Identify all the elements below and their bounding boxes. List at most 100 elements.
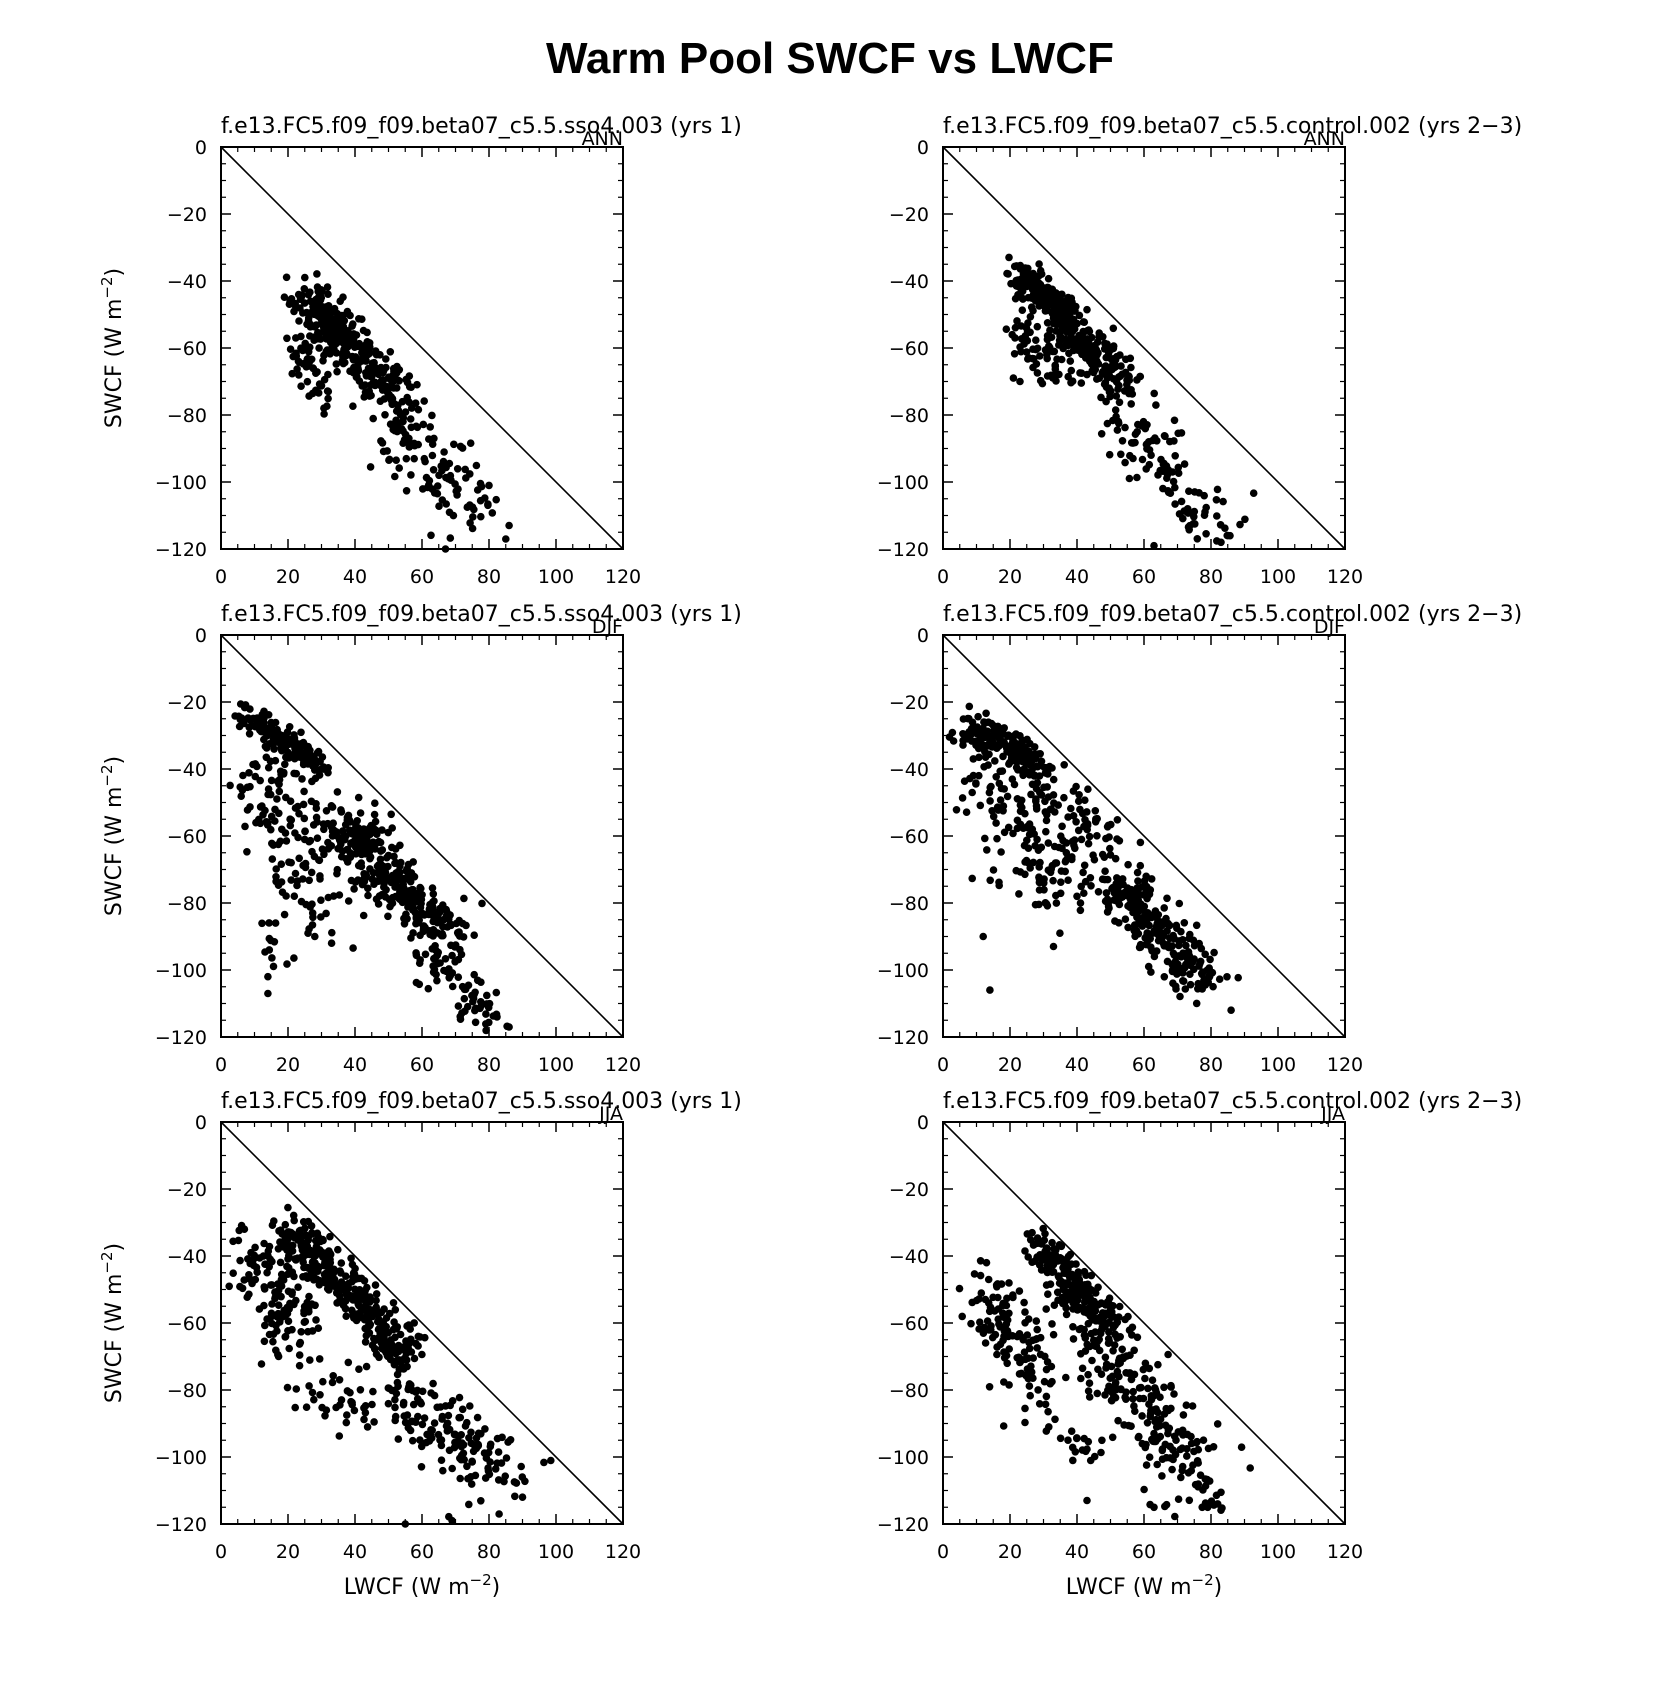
data-point: [388, 899, 397, 907]
data-point: [1052, 377, 1060, 385]
data-point: [1069, 1295, 1077, 1304]
data-point: [392, 858, 400, 867]
data-point: [226, 781, 234, 790]
data-point: [267, 776, 276, 785]
data-point: [1032, 802, 1041, 810]
data-point: [438, 1412, 447, 1421]
data-point: [1120, 1421, 1128, 1429]
data-point: [1094, 1283, 1102, 1292]
data-point: [386, 1349, 394, 1358]
data-point: [412, 951, 421, 960]
data-point: [1175, 937, 1183, 945]
data-point: [382, 1314, 391, 1322]
data-point: [1083, 305, 1091, 314]
data-point: [363, 1423, 372, 1431]
data-point: [407, 471, 415, 479]
data-point: [329, 819, 338, 827]
data-point: [972, 741, 980, 749]
data-point: [439, 922, 447, 931]
data-point: [1101, 867, 1109, 875]
data-point: [1199, 1486, 1207, 1494]
data-point: [281, 1311, 290, 1320]
data-point: [1160, 1410, 1169, 1418]
data-point: [251, 772, 260, 781]
data-point: [1084, 1387, 1093, 1395]
data-point: [304, 760, 312, 768]
y-tick-label: −80: [889, 893, 929, 915]
data-point: [1139, 1394, 1148, 1403]
y-tick-label: −120: [155, 1514, 207, 1536]
data-point: [1028, 294, 1036, 303]
data-point: [1085, 1393, 1094, 1401]
data-point: [989, 866, 998, 874]
data-point: [1183, 1452, 1191, 1460]
y-tick-label: −100: [155, 960, 207, 982]
data-point: [1030, 830, 1038, 838]
x-tick-label: 80: [477, 1541, 501, 1563]
data-point: [1152, 401, 1160, 409]
data-point: [1028, 354, 1037, 363]
data-point: [337, 840, 345, 849]
data-point: [1002, 1327, 1010, 1336]
data-point: [337, 1259, 346, 1267]
x-tick-label: 100: [538, 566, 574, 588]
data-point: [312, 813, 321, 822]
data-point: [417, 1399, 426, 1408]
data-point: [299, 800, 308, 809]
data-point: [294, 357, 303, 366]
data-point: [1064, 876, 1072, 884]
data-point: [1067, 1427, 1076, 1435]
data-point: [296, 1338, 305, 1347]
data-point: [1077, 1374, 1085, 1383]
data-point: [1015, 890, 1023, 898]
data-point: [1163, 920, 1172, 928]
data-point: [312, 1316, 320, 1324]
data-point: [981, 834, 989, 843]
data-point: [350, 363, 358, 372]
data-point: [282, 737, 291, 745]
data-point: [483, 1000, 491, 1008]
data-point: [1077, 882, 1085, 891]
y-axis-label: SWCF (W m−2): [98, 756, 127, 916]
data-point: [395, 464, 404, 472]
data-point: [393, 427, 402, 436]
data-point: [263, 821, 272, 829]
data-point: [310, 852, 319, 861]
data-point: [288, 369, 297, 378]
data-point: [366, 853, 375, 861]
data-point: [333, 1299, 341, 1307]
data-point: [382, 355, 390, 363]
data-point: [1118, 1345, 1126, 1354]
data-point: [436, 959, 444, 967]
data-point: [297, 382, 305, 391]
data-point: [423, 483, 432, 492]
data-point: [454, 955, 463, 964]
data-point: [1126, 354, 1135, 363]
data-point: [1109, 1347, 1117, 1355]
data-point: [1050, 318, 1059, 327]
y-axis-label: SWCF (W m−2): [98, 1243, 127, 1403]
data-point: [1048, 295, 1056, 304]
data-point: [268, 1221, 277, 1229]
data-point: [327, 307, 336, 316]
data-point: [1114, 385, 1122, 393]
data-point: [306, 288, 314, 297]
data-point: [1073, 1273, 1082, 1282]
data-point: [1056, 929, 1064, 937]
data-point: [1022, 324, 1031, 332]
y-tick-label: −20: [889, 1179, 929, 1201]
data-point: [335, 1376, 344, 1384]
data-point: [1200, 511, 1209, 519]
data-point: [1137, 1383, 1145, 1392]
data-point: [1114, 373, 1123, 382]
data-point: [437, 1436, 446, 1444]
data-point: [457, 1442, 466, 1451]
data-point: [1113, 816, 1122, 824]
data-point: [1085, 1379, 1094, 1387]
data-point: [1049, 307, 1058, 316]
data-point: [1074, 826, 1083, 835]
data-point: [273, 795, 281, 803]
data-point: [1096, 1329, 1105, 1338]
data-point: [302, 742, 310, 750]
data-point: [349, 1269, 358, 1277]
